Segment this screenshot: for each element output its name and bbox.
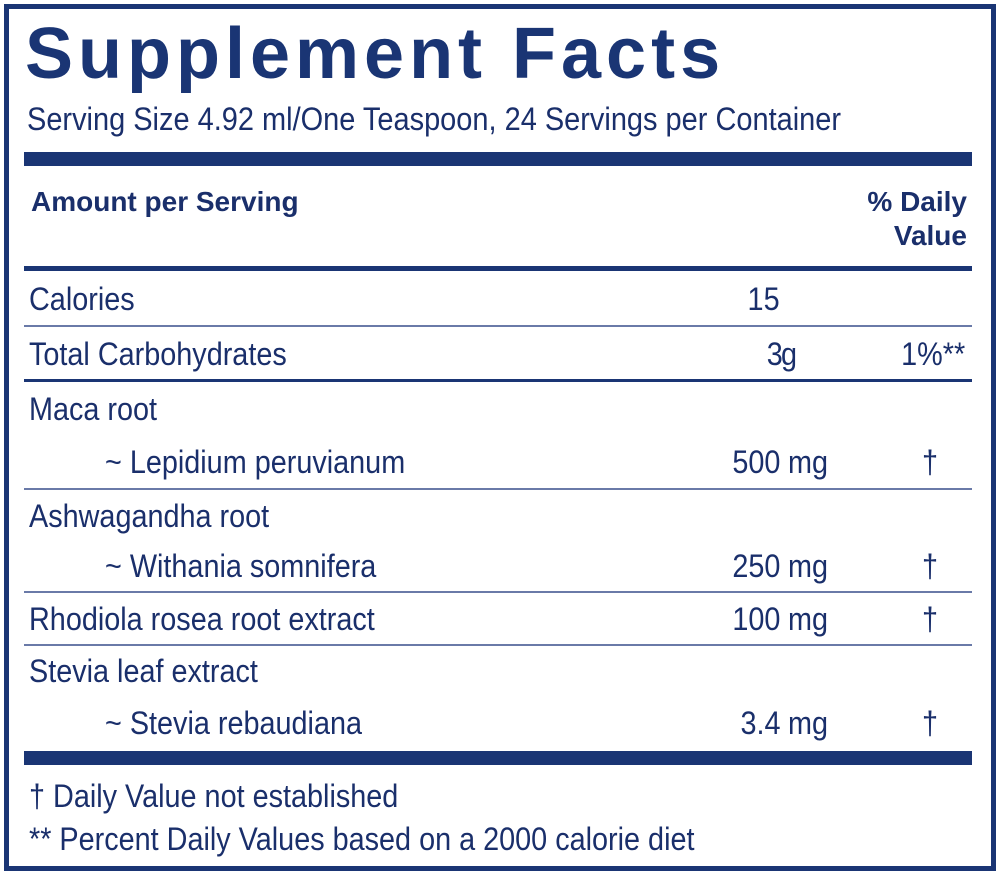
row-ashwagandha-unit: mg xyxy=(788,548,829,584)
row-stevia-amount: 3.4 xyxy=(739,705,780,741)
row-rhodiola-unit: mg xyxy=(788,601,829,637)
row-maca-unit: mg xyxy=(788,444,829,480)
row-rhodiola-name: Rhodiola rosea root extract xyxy=(29,601,375,637)
daily-value-header-line2: Value xyxy=(893,220,967,251)
daily-value-header: % Daily Value xyxy=(767,185,967,253)
row-maca-dv: † xyxy=(922,444,939,480)
row-divider xyxy=(24,644,972,646)
amount-per-serving-header: Amount per Serving xyxy=(31,186,299,217)
row-divider xyxy=(24,325,972,327)
row-carbs-name: Total Carbohydrates xyxy=(29,336,287,372)
row-divider xyxy=(24,488,972,490)
bottom-thick-bar xyxy=(24,751,972,765)
row-maca-amount: 500 xyxy=(731,444,780,480)
row-ashwagandha-name: Ashwagandha root xyxy=(29,498,270,534)
footnote-percent-daily: ** Percent Daily Values based on a 2000 … xyxy=(29,821,695,857)
top-thick-bar xyxy=(24,152,972,166)
supplement-facts-panel: Supplement Facts Serving Size 4.92 ml/On… xyxy=(4,4,996,871)
row-ashwagandha-dv: † xyxy=(922,548,939,584)
row-maca-name: Maca root xyxy=(29,391,158,427)
row-calories-amount: 15 xyxy=(747,281,780,317)
row-carbs-dv: 1%** xyxy=(900,336,965,372)
row-stevia-name: Stevia leaf extract xyxy=(29,653,258,689)
row-carbs-unit: g xyxy=(781,336,798,372)
row-maca-sub: ~ Lepidium peruvianum xyxy=(105,444,406,480)
row-stevia-unit: mg xyxy=(788,705,829,741)
header-divider xyxy=(24,266,972,271)
row-stevia-dv: † xyxy=(922,705,939,741)
row-divider xyxy=(24,379,972,382)
row-calories-name: Calories xyxy=(29,281,135,317)
panel-title: Supplement Facts xyxy=(25,14,726,94)
row-rhodiola-dv: † xyxy=(922,601,939,637)
row-ashwagandha-amount: 250 xyxy=(731,548,780,584)
row-carbs-amount: 3 xyxy=(766,336,783,372)
row-stevia-sub: ~ Stevia rebaudiana xyxy=(105,705,362,741)
row-ashwagandha-sub: ~ Withania somnifera xyxy=(105,548,377,584)
row-rhodiola-amount: 100 xyxy=(731,601,780,637)
serving-size: Serving Size 4.92 ml/One Teaspoon, 24 Se… xyxy=(27,101,842,137)
daily-value-header-line1: % Daily xyxy=(867,186,967,217)
row-divider xyxy=(24,591,972,593)
footnote-dagger: † Daily Value not established xyxy=(29,778,399,814)
